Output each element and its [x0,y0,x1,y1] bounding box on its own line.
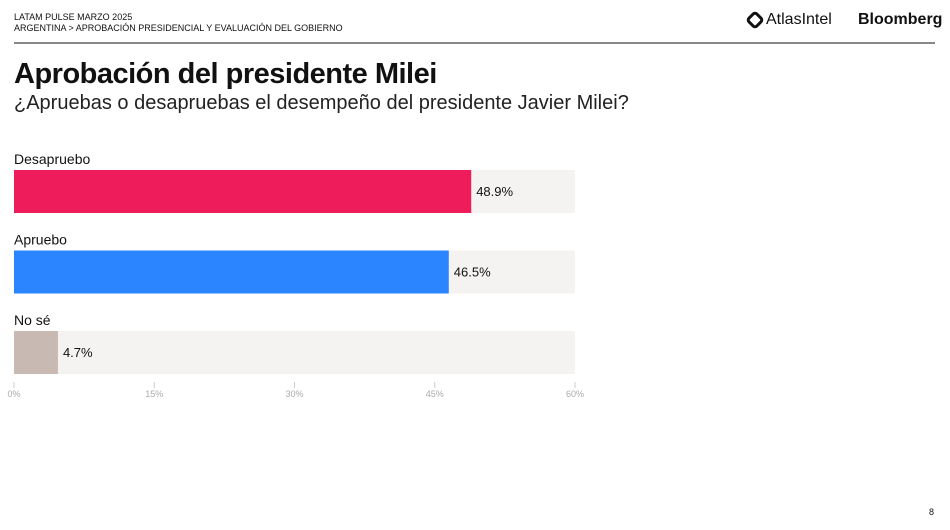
category-label: Apruebo [14,232,67,248]
bar-0 [14,170,472,213]
category-label: Desapruebo [14,151,90,167]
bar-track [14,331,575,374]
value-label: 46.5% [454,265,491,280]
page-number: 8 [928,507,934,517]
report-name: LATAM PULSE MARZO 2025 [14,12,133,22]
x-tick-label: 45% [426,389,444,399]
x-tick-label: 0% [7,389,20,399]
bar-1 [14,250,449,294]
x-tick-label: 15% [145,389,163,399]
category-label: No sé [14,312,51,328]
x-tick-label: 60% [566,389,584,399]
header-divider [14,42,935,44]
page-title: Aprobación del presidente Milei [14,58,437,90]
value-label: 48.9% [476,184,513,199]
page-subtitle: ¿Apruebas o desapruebas el desempeño del… [14,92,629,114]
bar-2 [14,331,58,374]
bloomberg-logo: Bloomberg [858,11,943,28]
x-tick-label: 30% [285,389,303,399]
value-label: 4.7% [63,345,93,360]
atlasintel-logo: AtlasIntel [745,10,832,30]
breadcrumb: ARGENTINA > APROBACIÓN PRESIDENCIAL Y EV… [14,23,343,33]
